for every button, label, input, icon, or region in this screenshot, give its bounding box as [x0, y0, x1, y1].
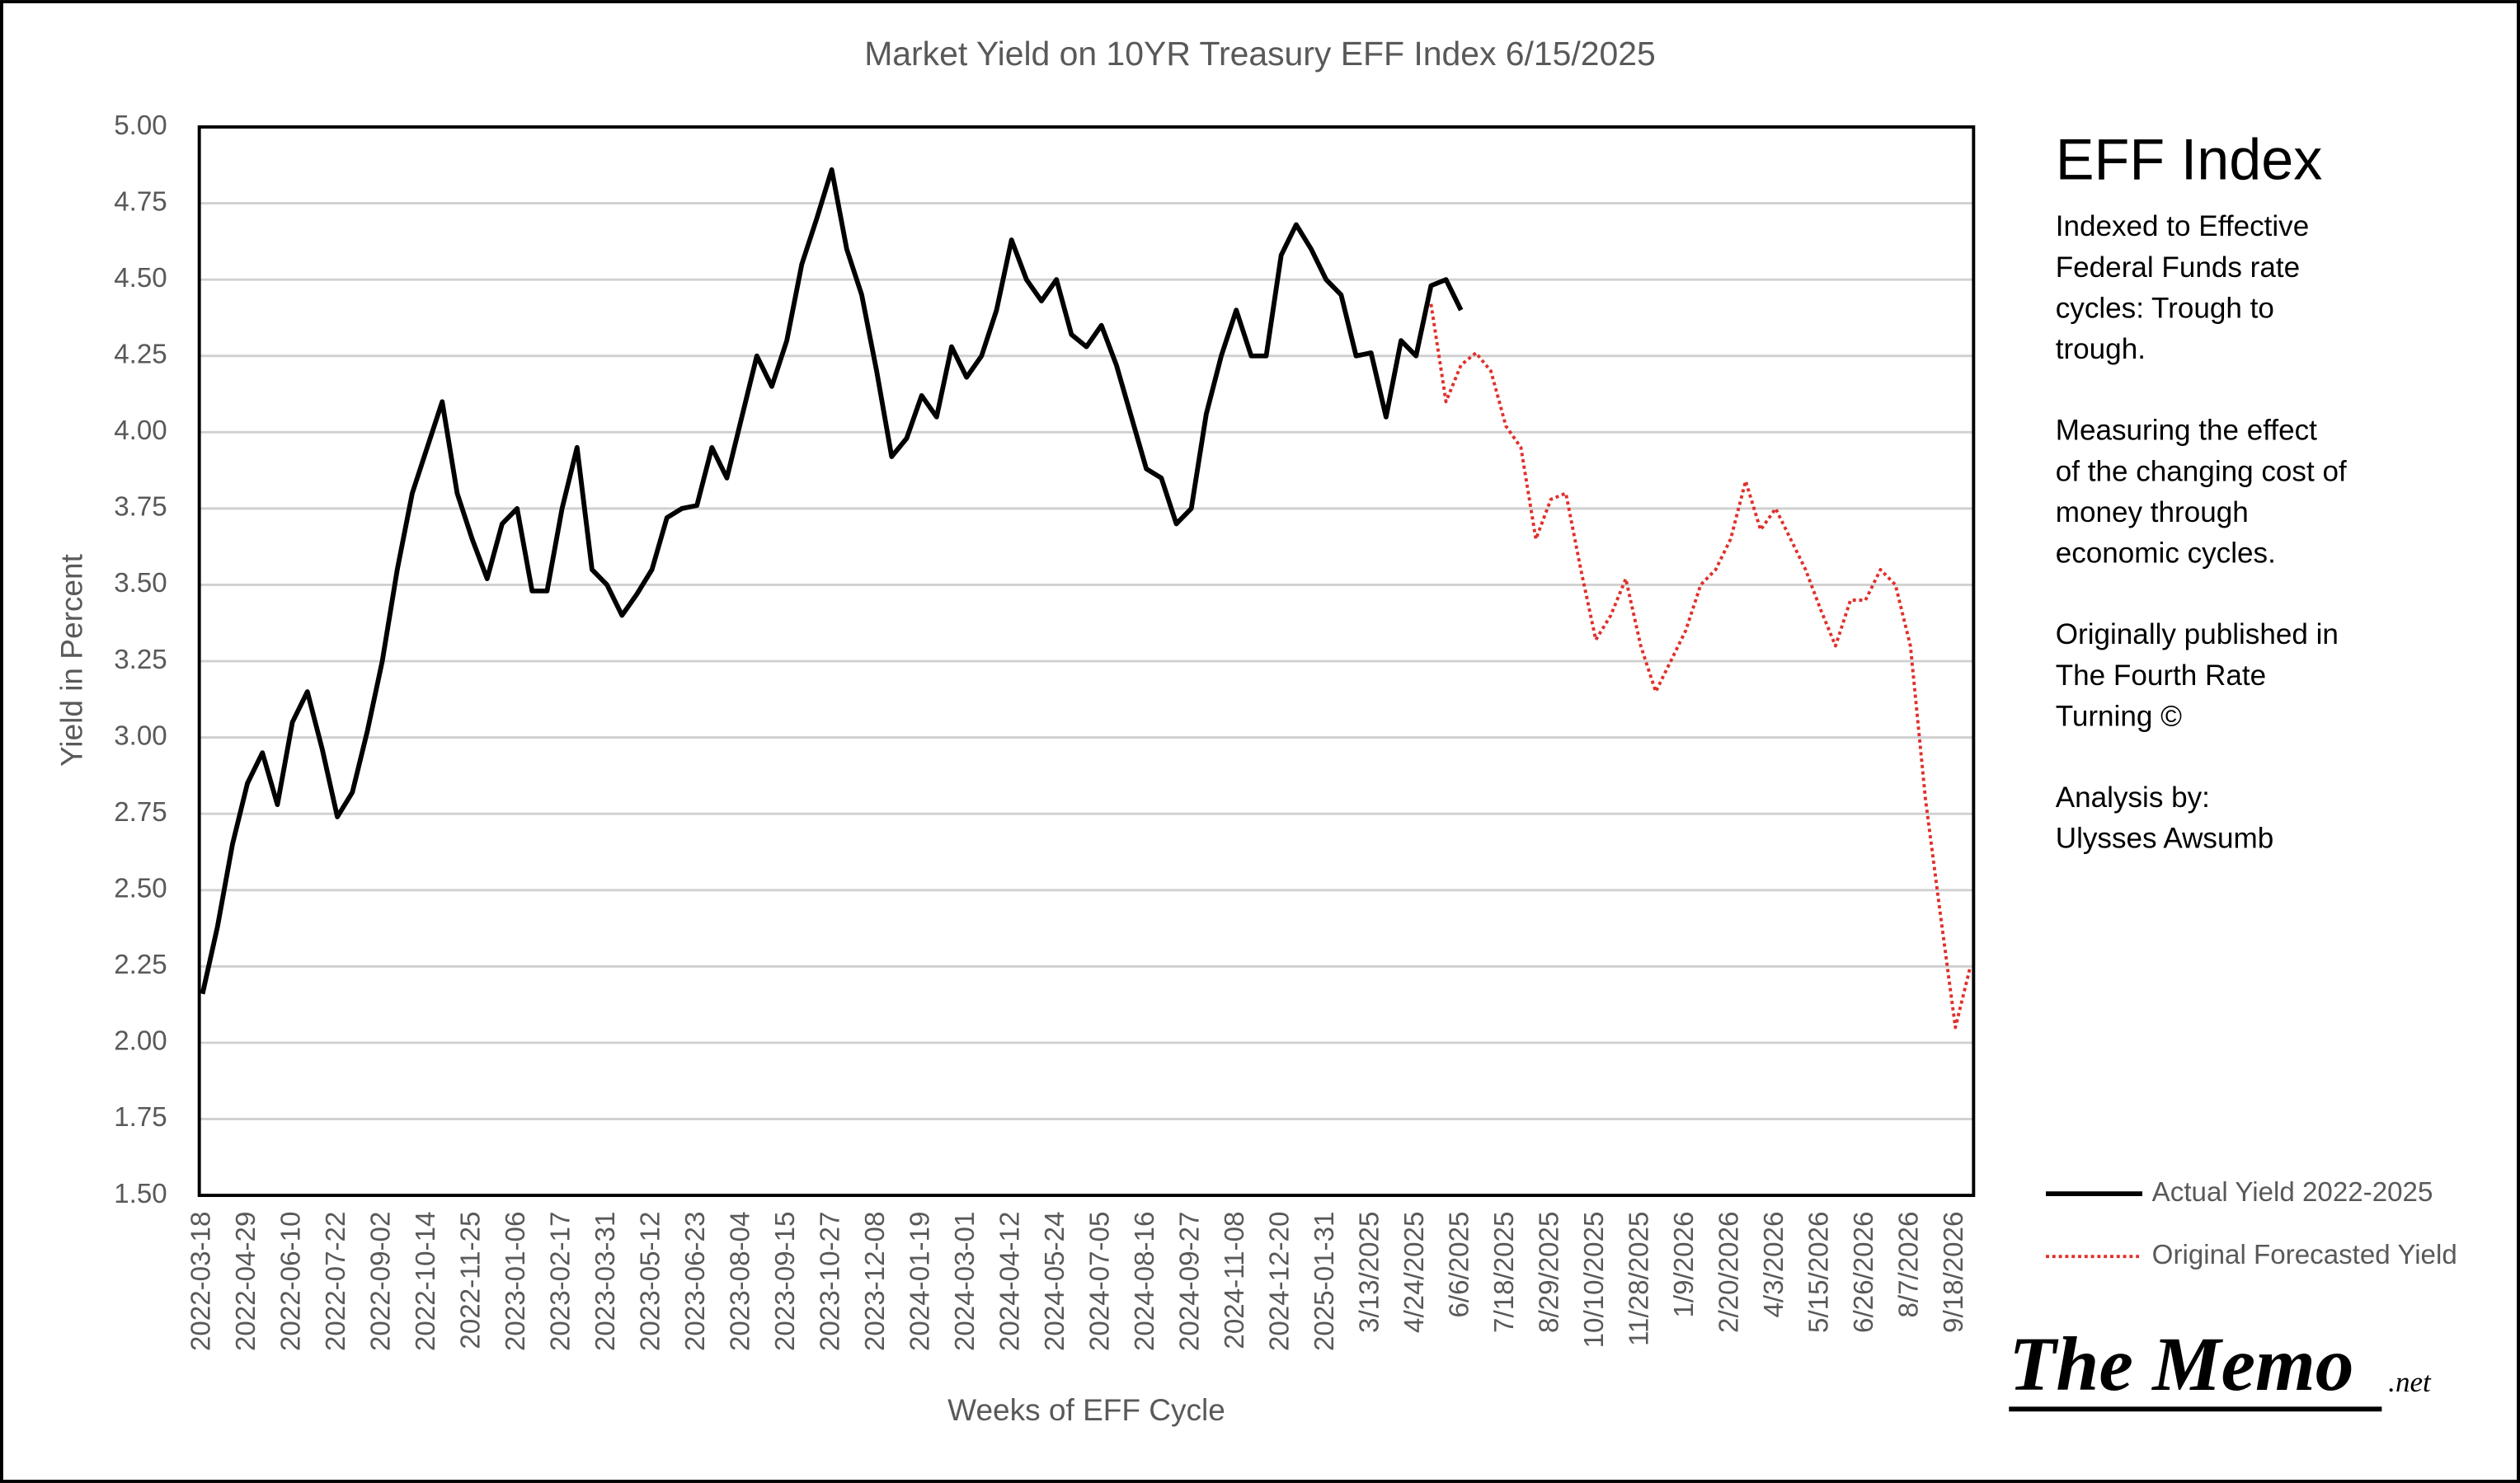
x-tick-label: 2023-08-04 — [725, 1212, 755, 1351]
x-tick-label: 2022-07-22 — [321, 1212, 351, 1351]
sidebar-text: cycles: Trough to — [2056, 292, 2274, 324]
y-tick-label: 2.50 — [114, 874, 167, 904]
x-tick-label: 2024-04-12 — [994, 1212, 1025, 1351]
x-tick-label: 2022-11-25 — [455, 1212, 486, 1349]
y-tick-label: 2.75 — [114, 797, 167, 828]
x-tick-label: 7/18/2025 — [1489, 1212, 1520, 1333]
x-tick-label: 2024-05-24 — [1040, 1212, 1070, 1351]
y-tick-label: 2.00 — [114, 1026, 167, 1057]
x-tick-label: 2024-03-01 — [950, 1212, 980, 1351]
x-tick-label: 10/10/2025 — [1579, 1212, 1610, 1349]
sidebar-text: trough. — [2056, 333, 2146, 365]
x-tick-label: 2024-11-08 — [1220, 1212, 1250, 1349]
sidebar-text: Originally published in — [2056, 618, 2339, 650]
y-tick-label: 4.00 — [114, 415, 167, 446]
sidebar-text: The Fourth Rate — [2056, 659, 2266, 692]
chart-title: Market Yield on 10YR Treasury EFF Index … — [864, 35, 1656, 73]
sidebar-text: economic cycles. — [2056, 537, 2276, 570]
x-tick-label: 5/15/2026 — [1804, 1212, 1835, 1333]
y-tick-label: 4.50 — [114, 263, 167, 293]
y-tick-label: 4.25 — [114, 339, 167, 369]
x-tick-label: 2023-06-23 — [680, 1212, 711, 1351]
y-tick-label: 3.50 — [114, 568, 167, 598]
y-tick-label: 3.00 — [114, 720, 167, 751]
y-tick-label: 3.75 — [114, 492, 167, 523]
x-tick-label: 6/6/2025 — [1444, 1212, 1474, 1318]
sidebar-heading: EFF Index — [2056, 126, 2323, 191]
x-tick-label: 2023-10-27 — [815, 1212, 845, 1351]
x-tick-label: 2022-03-18 — [186, 1212, 216, 1351]
y-axis-label: Yield in Percent — [54, 553, 88, 767]
y-tick-label: 3.25 — [114, 645, 167, 675]
x-tick-label: 2023-12-08 — [860, 1212, 891, 1351]
sidebar-text: Measuring the effect — [2056, 415, 2317, 447]
x-tick-label: 4/3/2026 — [1759, 1212, 1789, 1318]
x-tick-label: 2023-02-17 — [545, 1212, 576, 1351]
x-tick-label: 4/24/2025 — [1399, 1212, 1430, 1333]
x-tick-label: 1/9/2026 — [1669, 1212, 1700, 1318]
x-tick-label: 2024-09-27 — [1174, 1212, 1205, 1351]
x-tick-label: 8/29/2025 — [1534, 1212, 1564, 1333]
x-tick-label: 2023-09-15 — [770, 1212, 801, 1351]
x-axis-label: Weeks of EFF Cycle — [947, 1392, 1225, 1427]
legend-label: Actual Yield 2022-2025 — [2152, 1177, 2433, 1208]
x-tick-label: 11/28/2025 — [1624, 1212, 1654, 1346]
sidebar-text: money through — [2056, 496, 2249, 528]
sidebar-text: Analysis by: — [2056, 781, 2210, 814]
y-tick-label: 2.25 — [114, 950, 167, 980]
series-line — [1429, 303, 1972, 1030]
sidebar-text: Ulysses Awsumb — [2056, 823, 2273, 855]
x-tick-label: 2024-08-16 — [1130, 1212, 1160, 1351]
sidebar-text: Federal Funds rate — [2056, 251, 2300, 284]
series-line — [200, 167, 1464, 995]
logo: The Memo — [2009, 1322, 2353, 1407]
logo-suffix: .net — [2388, 1366, 2432, 1398]
x-tick-label: 2022-04-29 — [231, 1212, 261, 1351]
x-tick-label: 2024-12-20 — [1264, 1212, 1295, 1351]
plot-frame — [197, 125, 1976, 1198]
y-tick-label: 1.50 — [114, 1179, 167, 1209]
x-tick-label: 2022-06-10 — [275, 1212, 306, 1351]
x-tick-label: 6/26/2026 — [1849, 1212, 1879, 1333]
legend-label: Original Forecasted Yield — [2152, 1240, 2457, 1270]
x-tick-label: 2024-07-05 — [1084, 1212, 1115, 1351]
x-tick-label: 2022-09-02 — [365, 1212, 396, 1351]
x-tick-label: 3/13/2025 — [1354, 1212, 1385, 1333]
x-tick-label: 2022-10-14 — [411, 1212, 441, 1351]
x-tick-label: 2/20/2026 — [1714, 1212, 1745, 1333]
x-tick-label: 2023-03-31 — [590, 1212, 621, 1351]
y-tick-label: 5.00 — [114, 110, 167, 141]
x-tick-label: 2023-01-06 — [501, 1212, 531, 1351]
x-tick-label: 2024-01-19 — [905, 1212, 935, 1351]
x-tick-label: 2025-01-31 — [1309, 1212, 1340, 1351]
sidebar-text: Turning © — [2056, 701, 2182, 733]
x-tick-label: 9/18/2026 — [1939, 1212, 1969, 1333]
x-tick-label: 2023-05-12 — [635, 1212, 665, 1351]
sidebar-text: of the changing cost of — [2056, 455, 2347, 487]
y-tick-label: 4.75 — [114, 186, 167, 217]
y-tick-label: 1.75 — [114, 1102, 167, 1133]
sidebar-text: Indexed to Effective — [2056, 210, 2309, 242]
x-tick-label: 8/7/2026 — [1894, 1212, 1925, 1318]
